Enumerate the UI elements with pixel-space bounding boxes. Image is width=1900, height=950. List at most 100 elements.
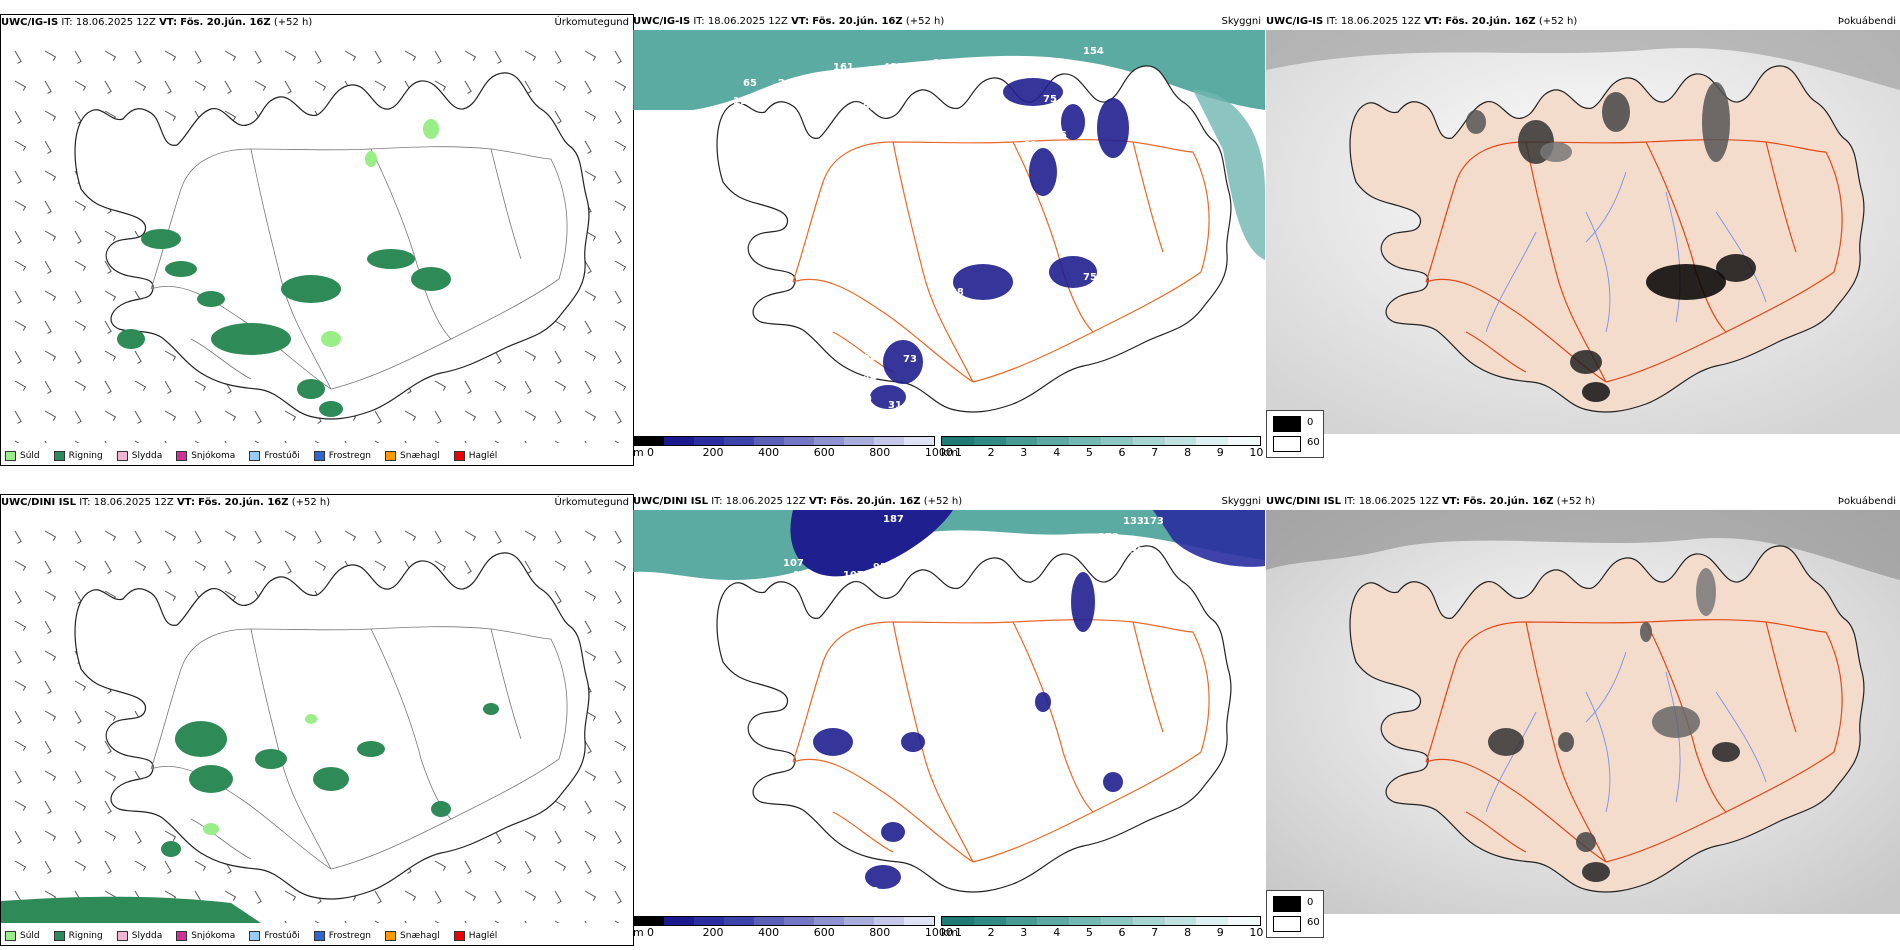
legend-item: Snæhagl [385,447,440,465]
rain-area [189,765,233,793]
colorbar-unit: m [633,926,644,939]
wind-barb [134,50,142,64]
cloud-base-label: 74 [828,884,842,895]
visibility-map[interactable]: 187 107 104 107 95 63 65 272 133 173 239 60 72 48 76 78… [633,510,1265,914]
wind-barb [74,260,87,271]
wind-barb [224,410,237,421]
wind-barb [614,560,627,571]
rain-area [357,741,385,757]
wind-barb [464,50,477,61]
wind-barb [224,530,237,541]
drizzle-area [321,331,341,347]
iceland-outline [75,553,589,899]
wind-barb [164,530,177,541]
wind-barb [524,890,537,901]
fog-index-map[interactable] [1266,510,1900,914]
wind-barb [74,770,82,784]
colorbar-swatch [1005,437,1038,445]
fog-area [1576,832,1596,852]
wind-barb [104,230,117,241]
precip-type-map[interactable] [1,31,633,443]
cloud-base-label: 211 [933,58,954,69]
wind-barb [74,680,87,691]
panel-header: UWC/IG-IS IT: 18.06.2025 12Z VT: Fös. 20… [1266,14,1900,30]
wind-barb [104,440,107,443]
wind-barb [434,890,442,904]
colorbar-swatch [844,917,874,925]
wind-barb [314,560,327,571]
wind-barb [374,50,382,64]
colorbar-tick: 6 [1118,446,1126,459]
wind-barb [344,530,357,541]
wind-barb [614,770,622,784]
wind-barb [134,380,147,391]
colorbar-tick: 0 [647,446,654,459]
legend-swatch [453,931,465,941]
colorbar-swatch [904,437,934,445]
legend-item: Snæhagl [385,927,440,945]
cloud-base-label: 93 [863,102,877,113]
panel-fog-row2: UWC/DINI ISL IT: 18.06.2025 12Z VT: Fös.… [1266,494,1900,944]
wind-barb [14,710,22,724]
cloud-base-label: 173 [1143,516,1164,527]
colorbar-tick: 9 [1216,446,1224,459]
fog-legend-swatch-low [1273,436,1301,452]
precip-type-map[interactable] [1,511,633,923]
wind-barb [14,290,22,304]
colorbar-swatch [724,917,754,925]
wind-barb [584,560,592,574]
cloud-base-label: 118 [733,96,754,107]
drizzle-area [305,714,317,724]
fog-legend-swatch-high [1273,416,1301,432]
valid-time: Fös. 20.jún. 16Z [1445,16,1536,27]
wind-barb [74,860,87,871]
legend-label: Slydda [131,931,163,941]
wind-barb [374,440,380,443]
model-name: UWC/DINI ISL [1266,496,1342,507]
low-cloud-area [883,340,923,384]
wind-barb [224,80,232,94]
wind-barb [104,410,117,421]
model-name: UWC/DINI ISL [633,496,709,507]
legend-swatch [249,931,261,941]
wind-barb [194,410,202,424]
colorbar-tick: 400 [758,446,780,459]
legend-item: Haglél [453,447,497,465]
wind-barb [314,80,327,91]
wind-barb [584,50,597,61]
wind-barb [554,830,562,844]
wind-barb [74,830,82,844]
panel-ptype-row1: UWC/IG-IS IT: 18.06.2025 12Z VT: Fös. 20… [0,14,634,466]
legend-swatch [176,451,188,461]
colorbar-tick: 6 [1118,926,1126,939]
colorbar-swatch [874,437,904,445]
wind-barb [584,920,587,923]
wind-barb [14,530,22,544]
wind-barb [44,710,57,721]
colorbar-swatch [814,917,844,925]
wind-barb [14,50,22,64]
legend-swatch [385,931,397,941]
lead-time: (+52 h) [1556,496,1596,507]
wind-barb [554,800,567,811]
wind-barb [14,80,27,91]
rain-area [197,291,225,307]
wind-barb [224,110,237,121]
wind-barb [434,860,447,871]
fog-area [1488,728,1524,756]
wind-barb [14,440,20,443]
colorbar-swatch [814,437,844,445]
visibility-map[interactable]: 161 482 211 102 154 246 65 118 93 75 69 65 94 68 54 75 1… [633,30,1265,434]
panel-title: Skyggni [1221,16,1261,27]
wind-barb [14,620,27,631]
wind-barb [494,350,502,364]
legend-item: Frostregn [313,927,371,945]
wind-barb [104,770,117,781]
wind-barb [554,860,567,871]
cloud-base-label: 65 [743,78,757,89]
legend-label: Súld [20,931,40,941]
colorbar-ticks: m 0 200 400 600 800 1000 [633,926,953,940]
fog-index-map[interactable] [1266,30,1900,434]
wind-barb [584,860,592,874]
colorbar-swatch [1069,437,1101,445]
